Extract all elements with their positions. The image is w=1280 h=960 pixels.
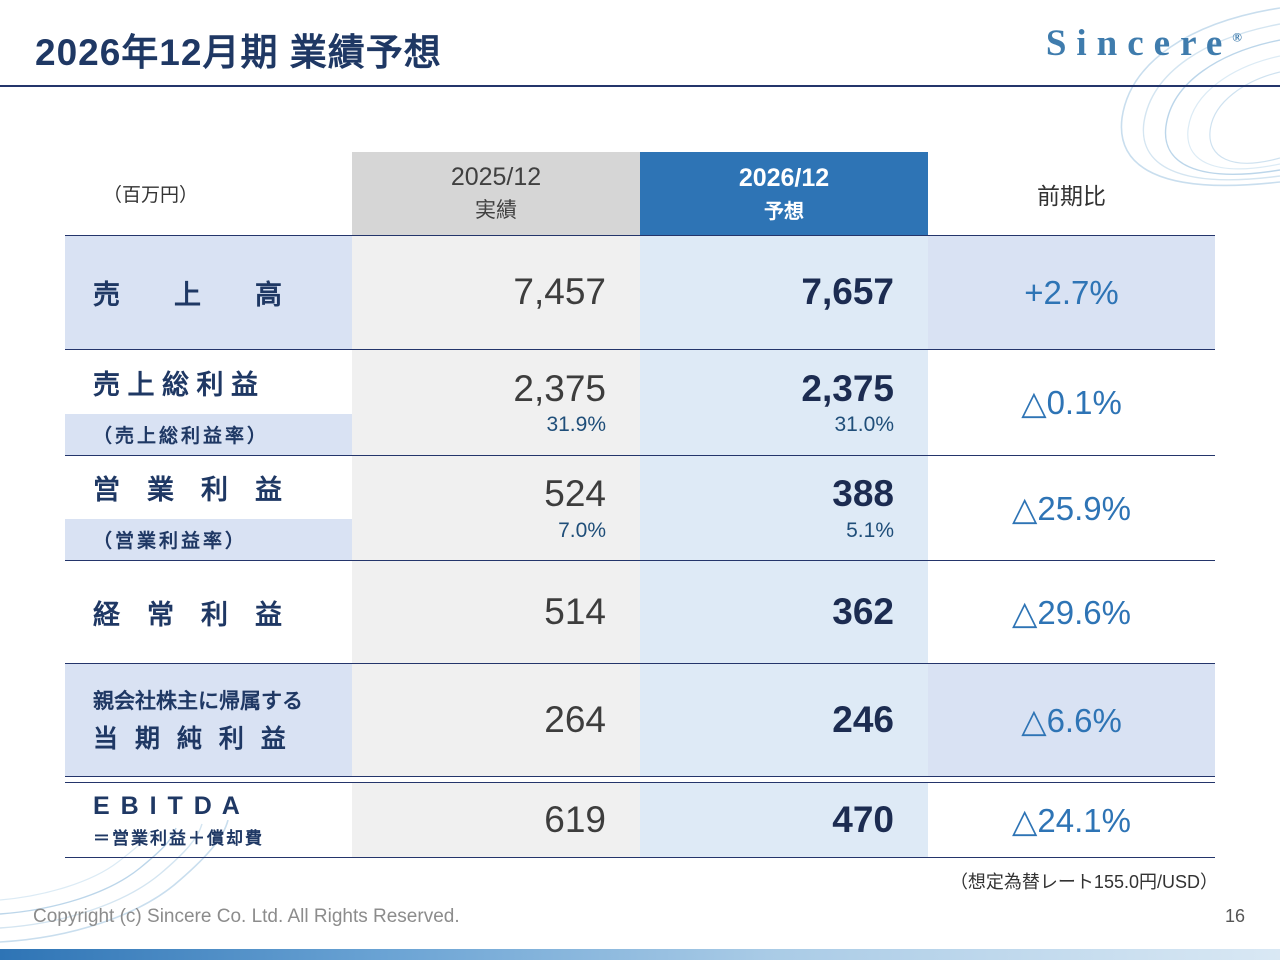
- actual-value-cell: 2,375 31.9%: [352, 350, 640, 455]
- column-header-actual: 2025/12 実績: [352, 152, 640, 235]
- header-divider: [0, 85, 1280, 87]
- actual-rate: 7.0%: [558, 518, 606, 542]
- table-row-ebitda: E B I T D A ＝営業利益＋償却費 619 470 △24.1%: [65, 782, 1215, 858]
- column-header-yoy: 前期比: [1037, 182, 1106, 209]
- unit-label: （百万円）: [103, 185, 199, 206]
- registered-mark: ®: [1232, 29, 1242, 45]
- column-header-forecast-period: 2026/12: [738, 163, 830, 192]
- yoy-cell: △24.1%: [1012, 801, 1131, 839]
- row-label: 経 常 利 益: [93, 599, 282, 630]
- table-header-row: （百万円） 2025/12 実績 2026/12 予想 前期比: [65, 152, 1215, 235]
- copyright-text: Copyright (c) Sincere Co. Ltd. All Right…: [33, 906, 460, 927]
- company-logo: Sincere®: [1046, 22, 1242, 66]
- yoy-cell: △0.1%: [1021, 384, 1122, 421]
- table-row-ordinary-profit: 経 常 利 益 514 362 △29.6%: [65, 560, 1215, 663]
- column-header-forecast-label: 予想: [764, 200, 804, 223]
- forecast-rate: 5.1%: [846, 518, 894, 542]
- row-label: E B I T D A ＝営業利益＋償却費: [93, 791, 264, 848]
- yoy-cell: △6.6%: [928, 664, 1215, 776]
- actual-value-cell: 264: [352, 664, 640, 776]
- column-header-actual-label: 実績: [475, 199, 517, 222]
- column-header-forecast: 2026/12 予想: [640, 152, 928, 235]
- table-row-net-sales: 売 上 高 7,457 7,657 +2.7%: [65, 235, 1215, 349]
- row-sublabel-band: （売上総利益率）: [65, 414, 352, 455]
- page-number: 16: [1224, 906, 1245, 926]
- row-sublabel-band: （営業利益率）: [65, 519, 352, 560]
- forecast-rate: 31.0%: [834, 413, 894, 437]
- column-header-actual-period: 2025/12: [450, 163, 542, 191]
- row-label: 営 業 利 益 （営業利益率）: [65, 456, 352, 560]
- yoy-cell: △25.9%: [1012, 489, 1131, 527]
- earnings-forecast-table: （百万円） 2025/12 実績 2026/12 予想 前期比 売 上 高 7,…: [65, 152, 1215, 858]
- forecast-value-cell: 388 5.1%: [640, 456, 928, 560]
- fx-rate-note: （想定為替レート155.0円/USD）: [949, 872, 1218, 892]
- row-label: 売 上 総 利 益 （売上総利益率）: [65, 350, 352, 455]
- actual-value-cell: 524 7.0%: [352, 456, 640, 560]
- actual-value-cell: 7,457: [352, 236, 640, 349]
- row-label: 親会社株主に帰属する 当 期 純 利 益: [65, 664, 352, 776]
- forecast-value-cell: 246: [640, 664, 928, 776]
- forecast-value-cell: 470: [640, 783, 928, 857]
- actual-value-cell: 619: [352, 783, 640, 857]
- actual-rate: 31.9%: [546, 413, 606, 437]
- page-title: 2026年12月期 業績予想: [35, 32, 442, 73]
- actual-value-cell: 514: [352, 561, 640, 663]
- logo-text: Sincere: [1045, 23, 1233, 64]
- table-row-operating-profit: 営 業 利 益 （営業利益率） 524 7.0% 388 5.1% △25.9%: [65, 455, 1215, 560]
- bottom-gradient-bar: [0, 949, 1280, 960]
- table-row-gross-profit: 売 上 総 利 益 （売上総利益率） 2,375 31.9% 2,375 31.…: [65, 349, 1215, 455]
- forecast-value-cell: 2,375 31.0%: [640, 350, 928, 455]
- row-label: 売 上 高: [65, 236, 352, 349]
- yoy-cell: +2.7%: [928, 236, 1215, 349]
- slide-header: 2026年12月期 業績予想 Sincere®: [35, 22, 1242, 76]
- forecast-value-cell: 362: [640, 561, 928, 663]
- forecast-value-cell: 7,657: [640, 236, 928, 349]
- table-row-net-income: 親会社株主に帰属する 当 期 純 利 益 264 246 △6.6%: [65, 663, 1215, 777]
- yoy-cell: △29.6%: [1012, 593, 1131, 631]
